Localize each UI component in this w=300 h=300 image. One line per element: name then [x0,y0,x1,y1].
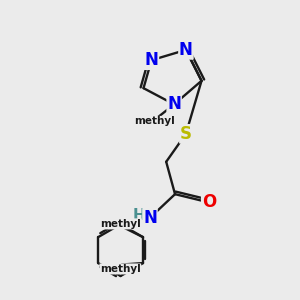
Text: H: H [132,208,145,223]
Text: N: N [143,209,157,227]
Text: N: N [179,41,193,59]
Text: N: N [167,95,181,113]
Text: methyl: methyl [134,116,175,126]
Text: methyl: methyl [120,223,125,224]
Text: S: S [180,125,192,143]
Text: methyl: methyl [148,122,153,124]
Text: N: N [145,51,158,69]
Text: methyl: methyl [100,264,141,274]
Text: methyl: methyl [100,219,141,229]
Text: O: O [202,194,216,211]
Text: methyl: methyl [144,122,148,123]
